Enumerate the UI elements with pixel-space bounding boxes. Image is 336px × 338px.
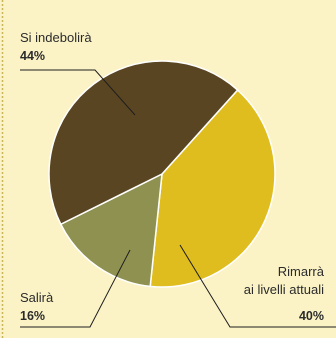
pie-slices — [48, 60, 276, 288]
label-si-indebolira: Si indebolirà — [20, 30, 92, 45]
slice-si-indebolira — [48, 60, 239, 226]
value-si-indebolira: 44% — [20, 49, 45, 63]
label-rimarra-line2: ai livelli attuali — [244, 282, 324, 297]
value-salira: 16% — [20, 309, 45, 323]
label-rimarra-line1: Rimarrà — [278, 264, 325, 279]
slice-salira — [59, 172, 163, 288]
slice-rimarra — [149, 88, 276, 288]
leader-line-si-indebolira — [20, 69, 136, 116]
leader-line-salira — [20, 249, 131, 328]
value-rimarra: 40% — [299, 309, 324, 323]
leader-line-rimarra — [179, 244, 336, 328]
label-salira: Salirà — [20, 290, 54, 305]
